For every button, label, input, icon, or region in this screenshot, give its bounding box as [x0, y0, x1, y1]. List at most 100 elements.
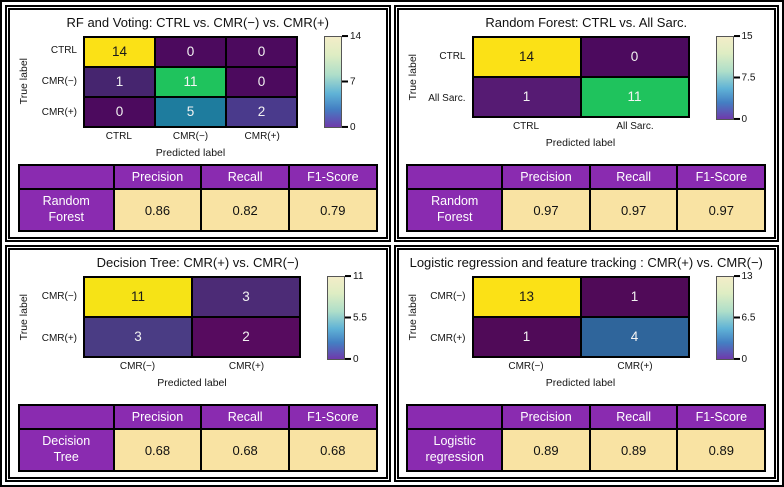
colorbar-tick: 5.5 [345, 312, 367, 323]
y-axis-label: True label [406, 294, 419, 341]
confusion-matrix: 14 0 1 11 [471, 35, 690, 118]
colorbar-tick-label: 11 [353, 270, 364, 282]
model-name-cell: Random Forest [407, 189, 503, 231]
f1-value: 0.79 [288, 189, 377, 231]
row-tick-label: All Sarc. [428, 93, 466, 105]
colorbar: 11 5.5 0 [327, 271, 375, 365]
matrix-cell: 11 [85, 277, 191, 316]
precision-value: 0.89 [502, 429, 590, 471]
matrix-cell: 1 [85, 67, 154, 96]
matrix-cell: 1 [473, 77, 580, 116]
column-tick-label: CMR(−) [508, 360, 544, 372]
colorbar-tick-label: 14 [350, 30, 362, 42]
confusion-matrix-plot: True label CMR(−) CMR(+) 11 3 3 2 CMR(−)… [18, 271, 380, 389]
table-corner-cell [407, 165, 503, 189]
matrix-cell: 3 [85, 317, 191, 356]
table-header-recall: Recall [589, 165, 678, 189]
colorbar-tick-label: 7.5 [741, 72, 756, 84]
colorbar-tick-label: 0 [741, 113, 748, 125]
matrix-cell: 0 [85, 97, 154, 126]
colorbar-gradient [327, 275, 345, 360]
tick-mark [345, 275, 351, 278]
column-tick-label: CTRL [512, 120, 540, 132]
table-header-recall: Recall [201, 405, 289, 429]
colorbar-gradient [324, 35, 342, 128]
matrix-cell: 2 [193, 317, 299, 356]
row-tick-label: CMR(−) [41, 76, 77, 88]
confusion-matrix: 11 3 3 2 [83, 275, 301, 358]
panel-title: Decision Tree: CMR(+) vs. CMR(−) [96, 255, 299, 270]
colorbar-tick: 11 [345, 271, 363, 282]
colorbar-tick: 0 [733, 354, 747, 365]
colorbar-tick: 15 [733, 31, 753, 42]
table-header-recall: Recall [589, 405, 678, 429]
table-header-f1: F1-Score [288, 405, 377, 429]
recall-value: 0.82 [201, 189, 289, 231]
panel-title: Logistic regression and feature tracking… [409, 255, 763, 270]
f1-value: 0.68 [288, 429, 377, 471]
x-axis-label: Predicted label [545, 376, 616, 389]
matrix-cell: 3 [193, 277, 299, 316]
table-header-precision: Precision [502, 405, 590, 429]
column-tick-label: CMR(−) [172, 130, 209, 142]
colorbar-tick: 0 [345, 354, 359, 365]
y-axis-label: True label [18, 58, 30, 105]
colorbar-tick-label: 6.5 [741, 312, 756, 324]
f1-value: 0.89 [677, 429, 766, 471]
panel-logistic-regression: Logistic regression and feature tracking… [393, 245, 779, 482]
metrics-table: Precision Recall F1-Score Decision Tree … [17, 404, 378, 472]
row-tick-labels: CMR(−) CMR(+) [31, 276, 83, 360]
matrix-cell: 0 [227, 37, 296, 66]
matrix-column: 11 3 3 2 CMR(−) CMR(+) Predicted label [83, 275, 301, 389]
column-tick-labels: CMR(−) CMR(+) [83, 361, 301, 372]
colorbar-tick: 14 [342, 31, 361, 42]
confusion-matrix-plot: True label CMR(−) CMR(+) 13 1 1 4 CMR(−)… [406, 271, 769, 389]
confusion-matrix: 14 0 0 1 11 0 0 5 2 [83, 35, 298, 128]
recall-value: 0.89 [589, 429, 678, 471]
column-tick-label: CTRL [105, 130, 132, 142]
x-axis-label: Predicted label [157, 376, 227, 389]
row-tick-label: CTRL [439, 51, 466, 63]
tick-mark [733, 76, 740, 79]
confusion-matrix-plot: True label CTRL CMR(−) CMR(+) 14 0 0 1 1… [18, 31, 380, 159]
matrix-column: 14 0 0 1 11 0 0 5 2 CTRL CMR(−) CMR(+) P… [83, 35, 298, 159]
y-axis: True label CTRL All Sarc. [407, 36, 472, 120]
metrics-table: Precision Recall F1-Score Random Forest … [17, 164, 378, 232]
column-tick-label: All Sarc. [616, 120, 654, 132]
colorbar: 15 7.5 0 [715, 31, 764, 125]
column-tick-label: CMR(−) [119, 360, 156, 372]
precision-value: 0.68 [113, 429, 202, 471]
colorbar-tick-label: 0 [350, 121, 356, 133]
confusion-matrix-plot: True label CTRL All Sarc. 14 0 1 11 CTRL… [407, 31, 769, 149]
matrix-cell: 2 [227, 97, 296, 126]
column-tick-label: CMR(+) [244, 130, 280, 142]
colorbar-gradient [715, 35, 734, 120]
table-header-precision: Precision [113, 165, 202, 189]
colorbar-ticks: 15 7.5 0 [733, 31, 764, 125]
panel-rf-voting: RF and Voting: CTRL vs. CMR(−) vs. CMR(+… [5, 5, 391, 242]
y-axis-label: True label [18, 294, 30, 341]
model-name-cell: Random Forest [18, 189, 114, 231]
colorbar-tick: 6.5 [733, 312, 756, 324]
model-name-cell: Logistic regression [407, 429, 503, 471]
matrix-cell: 0 [156, 37, 225, 66]
column-tick-label: CMR(+) [617, 360, 653, 372]
tick-mark [345, 316, 351, 319]
column-tick-labels: CTRL All Sarc. [472, 121, 690, 132]
tick-mark [342, 126, 348, 129]
colorbar-tick-label: 7 [350, 76, 356, 88]
column-tick-labels: CTRL CMR(−) CMR(+) [83, 131, 298, 142]
y-axis: True label CTRL CMR(−) CMR(+) [18, 36, 83, 128]
column-tick-label: CMR(+) [228, 360, 265, 372]
tick-mark [342, 80, 348, 83]
tick-mark [733, 275, 740, 278]
row-tick-labels: CTRL All Sarc. [420, 36, 472, 120]
matrix-cell: 14 [85, 37, 154, 66]
matrix-cell: 5 [156, 97, 225, 126]
metrics-table: Precision Recall F1-Score Random Forest … [406, 164, 767, 232]
tick-mark [342, 35, 348, 38]
colorbar-tick: 7.5 [733, 72, 756, 84]
table-header-precision: Precision [113, 405, 202, 429]
panel-random-forest: Random Forest: CTRL vs. All Sarc. True l… [393, 5, 779, 242]
